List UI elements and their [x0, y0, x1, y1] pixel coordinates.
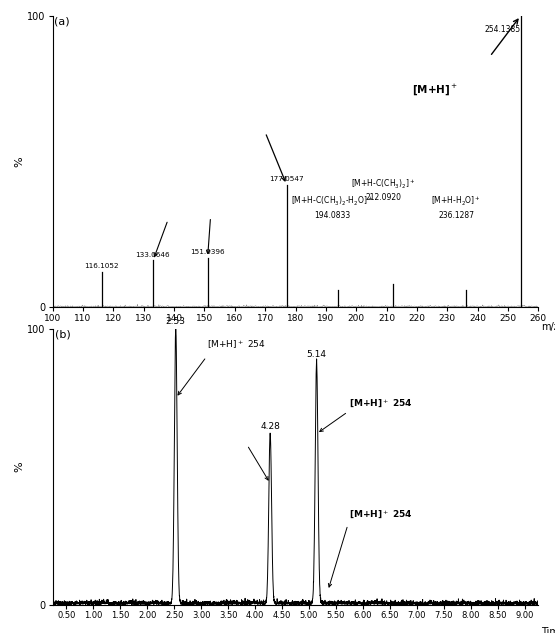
Text: 151.0396: 151.0396	[190, 249, 225, 254]
Text: [M+H-H$_2$O]$^+$: [M+H-H$_2$O]$^+$	[431, 195, 481, 208]
Text: 116.1052: 116.1052	[84, 263, 119, 269]
Text: 236.1287: 236.1287	[438, 211, 475, 220]
Text: m/z: m/z	[541, 322, 555, 332]
Text: (b): (b)	[56, 329, 71, 339]
Y-axis label: %: %	[14, 156, 24, 166]
Text: 177.0547: 177.0547	[269, 176, 304, 182]
Text: [M+H]$^+$ 254: [M+H]$^+$ 254	[350, 398, 413, 410]
Text: 194.0833: 194.0833	[314, 211, 350, 220]
Text: [M+H-C(CH$_3$)$_2$]$^+$: [M+H-C(CH$_3$)$_2$]$^+$	[351, 177, 416, 191]
Y-axis label: %: %	[14, 461, 24, 472]
Text: [M+H-C(CH$_3$)$_2$-H$_2$O]$^+$: [M+H-C(CH$_3$)$_2$-H$_2$O]$^+$	[291, 195, 373, 208]
Text: 2.53: 2.53	[166, 317, 186, 327]
Text: Time: Time	[541, 627, 555, 633]
Text: [M+H]$^+$ 254: [M+H]$^+$ 254	[350, 508, 413, 520]
Text: [M+H]$^+$: [M+H]$^+$	[412, 83, 458, 97]
Text: (a): (a)	[54, 16, 70, 27]
Text: [M+H]$^+$ 254: [M+H]$^+$ 254	[206, 339, 265, 351]
Text: 4.28: 4.28	[260, 422, 280, 431]
Text: 212.0920: 212.0920	[366, 193, 402, 202]
Text: 254.1385: 254.1385	[485, 25, 521, 34]
Text: 133.0646: 133.0646	[135, 251, 170, 258]
Text: 5.14: 5.14	[306, 351, 326, 360]
